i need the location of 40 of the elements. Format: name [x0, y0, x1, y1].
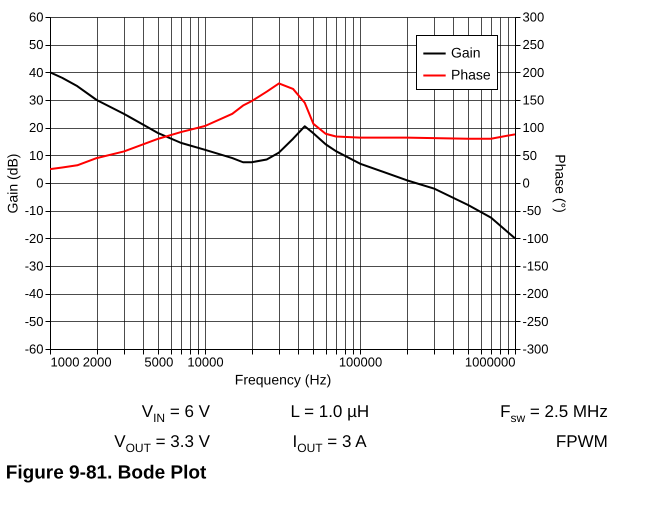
y-tick-label: -20: [24, 230, 44, 246]
y-tick-label: 40: [29, 64, 44, 80]
y2-axis-title: Phase (°): [552, 154, 569, 213]
y2-tick-label: 0: [522, 176, 530, 190]
x-tick-label: 10000: [187, 354, 224, 370]
text: Figure 9-81. Bode Plot: [6, 462, 207, 484]
y2-tick-label: -200: [522, 286, 549, 302]
x-tick-label: 2000: [82, 354, 112, 370]
y2-tick-label: -150: [522, 258, 549, 274]
y-axis-title: Gain (dB): [4, 154, 21, 214]
y2-tick-label: 150: [522, 92, 544, 108]
y-tick-label: 60: [29, 10, 44, 24]
y2-tick-label: 300: [522, 10, 544, 24]
y2-tick-label: -50: [522, 203, 542, 218]
y2-tick-label: -300: [522, 342, 549, 356]
x-tick-label: 5000: [144, 354, 174, 370]
legend-label: Phase: [451, 66, 491, 82]
y2-tick-label: -250: [522, 314, 549, 329]
text: L = 1.0 µH: [290, 402, 370, 421]
y-tick-label: 20: [29, 120, 44, 136]
legend-label: Gain: [451, 44, 481, 60]
y-tick-label: 10: [29, 148, 44, 163]
y-tick-label: 0: [36, 176, 44, 190]
y2-tick-label: 100: [522, 120, 544, 136]
y2-tick-label: 200: [522, 64, 544, 80]
y-tick-label: 50: [29, 37, 44, 52]
x-axis-title: Frequency (Hz): [234, 372, 332, 388]
y-tick-label: -40: [24, 286, 44, 302]
y-tick-label: -30: [24, 258, 44, 274]
y2-tick-label: -100: [522, 230, 549, 246]
text: FPWM: [556, 432, 608, 451]
y-tick-label: 30: [29, 92, 44, 108]
y-tick-label: -60: [24, 342, 44, 356]
y2-tick-label: 250: [522, 37, 544, 52]
x-tick-label: 1000: [50, 354, 80, 370]
y2-tick-label: 50: [522, 148, 537, 163]
y-tick-label: -10: [24, 203, 44, 218]
x-tick-label: 1000000: [464, 354, 516, 370]
x-tick-label: 100000: [338, 354, 382, 370]
y-tick-label: -50: [24, 314, 44, 329]
